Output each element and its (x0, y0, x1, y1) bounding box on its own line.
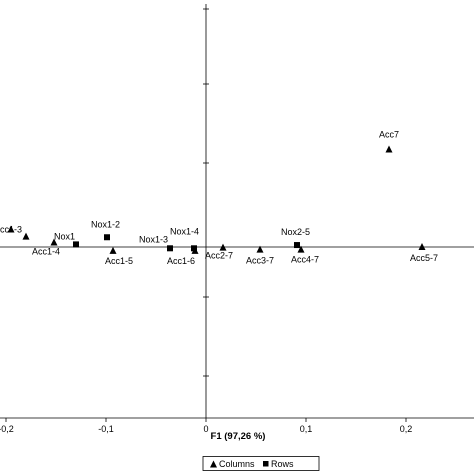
square-point (104, 234, 110, 241)
legend-entry-rows: Rows (271, 459, 294, 469)
triangle-point (219, 243, 227, 251)
point-label: Acc3-7 (246, 256, 274, 266)
legend-box (202, 456, 320, 471)
point-label: Acc5-7 (410, 253, 438, 263)
point-label: Acc1-5 (105, 256, 133, 266)
x-tick-label: 0,1 (300, 424, 313, 434)
point-label: Acc1-4 (32, 246, 60, 256)
point-label: Nox1 (54, 231, 75, 241)
point-label: Nox1-3 (139, 234, 168, 244)
point-label: Acc1-3 (0, 225, 22, 235)
point-label: Nox1-2 (91, 219, 120, 229)
square-point (294, 242, 300, 249)
legend-triangle-icon (210, 460, 217, 468)
point-label: Acc1-6 (167, 256, 195, 266)
x-ticks: -0,2 -0,1 0 0,1 0,2 (0, 418, 412, 434)
triangle-point (22, 232, 30, 240)
data-points (7, 145, 426, 254)
point-label: Nox2-5 (281, 227, 310, 237)
square-point (73, 241, 79, 248)
x-axis-title: F1 (97,26 %) (211, 431, 266, 442)
triangle-point (385, 145, 393, 153)
triangle-point (50, 238, 58, 246)
x-tick-label: -0,2 (0, 424, 14, 434)
x-tick-label: 0 (203, 424, 208, 434)
triangle-point (256, 245, 264, 253)
square-point (167, 245, 173, 252)
point-label: Acc2-7 (205, 251, 233, 261)
triangle-point (109, 246, 117, 254)
legend-square-icon (263, 461, 269, 467)
point-labels: Acc7Acc6-7Acc1-2Acc1-3Acc1-4Acc1-5Acc1-6… (0, 130, 438, 266)
point-label: Acc4-7 (291, 255, 319, 265)
legend-entry-columns: Columns (219, 459, 255, 469)
point-label: Acc7 (379, 130, 399, 140)
triangle-point (297, 245, 305, 253)
point-label: Nox1-4 (170, 226, 199, 236)
axes (0, 4, 474, 419)
x-tick-label: 0,2 (400, 424, 413, 434)
triangle-point (418, 243, 426, 250)
triangle-point (7, 225, 15, 233)
legend: Columns Rows (202, 456, 320, 471)
x-tick-label: -0,1 (98, 424, 114, 434)
square-point (191, 245, 197, 252)
